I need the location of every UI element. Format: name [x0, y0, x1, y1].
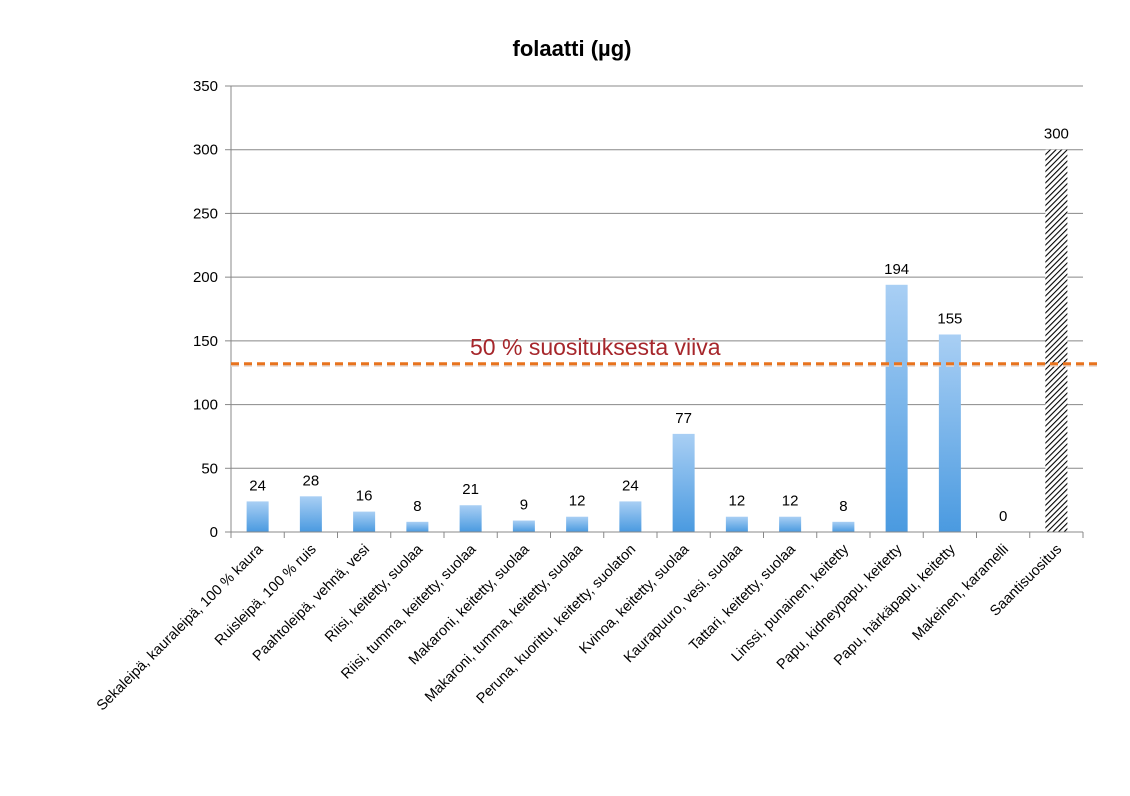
- data-label: 194: [884, 261, 909, 278]
- bar: [512, 520, 535, 532]
- bar: [459, 505, 482, 532]
- data-label: 9: [520, 497, 528, 514]
- bar: [672, 433, 695, 532]
- data-label: 77: [675, 410, 692, 427]
- data-label: 0: [999, 508, 1007, 525]
- data-label: 12: [782, 493, 799, 510]
- data-label: 155: [937, 310, 962, 327]
- bar: [299, 496, 322, 532]
- y-tick-label: 350: [193, 78, 218, 95]
- category-label: Ruisleipä, 100 % ruis: [212, 542, 320, 650]
- y-tick-label: 100: [193, 397, 218, 414]
- data-labels: 24 28 16 8 21 9 12 24 77 12 12 8 194 155 0 300: [249, 126, 1069, 525]
- data-label: 24: [622, 477, 639, 494]
- y-tick-label: 150: [193, 333, 218, 350]
- data-label: 21: [462, 481, 479, 498]
- bar: [246, 501, 269, 532]
- data-label: 16: [356, 488, 373, 505]
- data-label: 12: [569, 493, 586, 510]
- data-label: 8: [413, 498, 421, 515]
- category-label: Riisi, keitetty, suolaa: [322, 541, 427, 646]
- data-label: 8: [839, 498, 847, 515]
- bar: [832, 521, 855, 532]
- bar: [619, 501, 642, 532]
- reference-line-group: 50 % suosituksesta viiva: [231, 334, 1102, 367]
- data-label: 300: [1044, 126, 1069, 143]
- bar: [406, 521, 429, 532]
- bar: [779, 516, 802, 532]
- bars: [246, 149, 1068, 532]
- chart-title: folaatti (µg): [513, 36, 632, 61]
- y-tick-label: 250: [193, 205, 218, 222]
- bar: [885, 284, 908, 532]
- data-label: 12: [729, 493, 746, 510]
- x-axis: [230, 531, 1084, 538]
- y-tick-label: 200: [193, 269, 218, 286]
- bar: [353, 511, 376, 532]
- data-label: 28: [303, 472, 320, 489]
- data-label: 24: [249, 477, 266, 494]
- reference-line-label: 50 % suosituksesta viiva: [470, 334, 721, 360]
- gridlines: [225, 85, 1083, 533]
- y-tick-label: 300: [193, 142, 218, 159]
- bar: [725, 516, 748, 532]
- bar: [566, 516, 589, 532]
- bar: [938, 334, 961, 532]
- bar: [1045, 149, 1068, 532]
- category-label: Makeinen, karamelli: [909, 542, 1011, 644]
- y-axis-tick-labels: 0 50 100 150 200 250 300 350: [193, 78, 218, 541]
- y-tick-label: 0: [210, 524, 218, 541]
- category-label: Tattari, keitetty, suolaa: [686, 541, 799, 654]
- y-tick-label: 50: [201, 460, 218, 477]
- category-labels: Sekaleipä, kauraleipä, 100 % kauraRuisle…: [94, 541, 1065, 714]
